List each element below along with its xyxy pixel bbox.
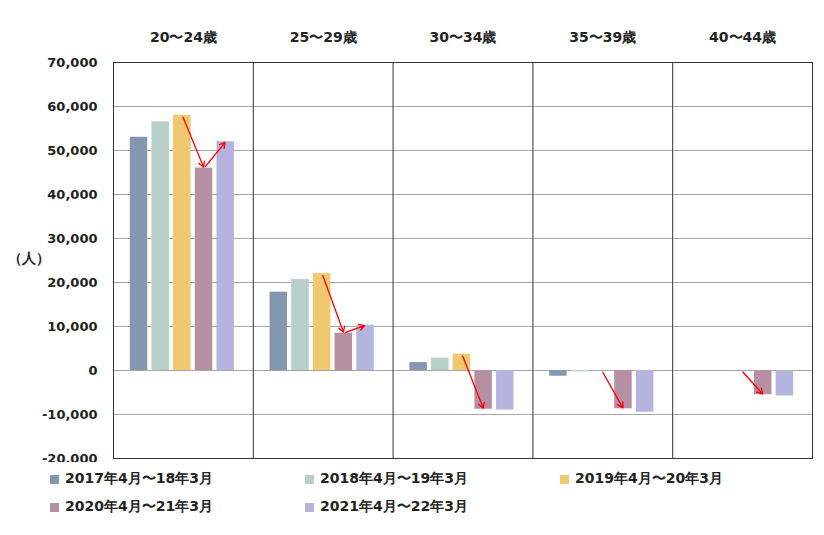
svg-text:-20,000: -20,000 [42, 451, 98, 462]
svg-text:40〜44歳: 40〜44歳 [709, 29, 776, 45]
svg-text:0: 0 [88, 363, 97, 378]
html-text:（人）: （人） [8, 250, 50, 266]
svg-text:50,000: 50,000 [47, 143, 97, 158]
svg-text:10,000: 10,000 [47, 319, 97, 334]
html-text:2019年4月〜20年3月: 2019年4月〜20年3月 [575, 470, 723, 486]
html-text:2020年4月〜21年3月: 2020年4月〜21年3月 [65, 498, 213, 514]
svg-text:20,000: 20,000 [47, 275, 97, 290]
svg-text:25〜29歳: 25〜29歳 [290, 29, 357, 45]
svg-text:30,000: 30,000 [47, 231, 97, 246]
svg-text:70,000: 70,000 [47, 55, 97, 70]
html-text:2021年4月〜22年3月: 2021年4月〜22年3月 [320, 498, 468, 514]
html-text:2018年4月〜19年3月: 2018年4月〜19年3月 [320, 470, 468, 486]
svg-text:30〜34歳: 30〜34歳 [430, 29, 497, 45]
svg-text:60,000: 60,000 [47, 99, 97, 114]
svg-text:-10,000: -10,000 [42, 407, 98, 422]
svg-text:20〜24歳: 20〜24歳 [150, 29, 217, 45]
svg-text:35〜39歳: 35〜39歳 [569, 29, 636, 45]
html-text:2017年4月〜18年3月: 2017年4月〜18年3月 [65, 470, 213, 486]
svg-text:40,000: 40,000 [47, 187, 97, 202]
